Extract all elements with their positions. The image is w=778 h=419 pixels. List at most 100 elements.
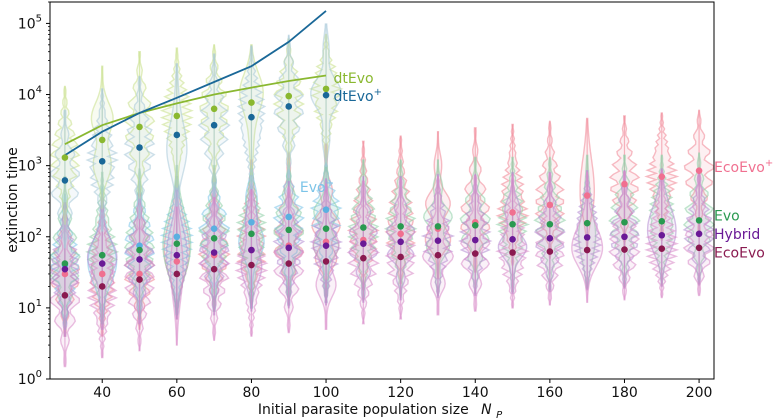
y-tick-exponent: 4 [36,85,42,96]
median-point-hybrid-160 [546,235,554,242]
median-point-hybrid-30 [61,265,69,273]
median-point-dtevo-90 [285,92,293,100]
median-point-dtevo-30 [61,154,69,161]
median-point-evo-30 [61,260,69,267]
x-axis-title-text: Initial parasite population size [258,402,469,418]
y-tick-base: 10 [18,372,36,388]
plot-frame [49,1,715,380]
y-tick-exponent: 2 [36,227,42,238]
median-point-hybrid-120 [397,238,404,246]
median-point-ecoevo-plus-150 [509,209,516,216]
x-tick-label: 40 [93,385,111,401]
median-point-hybrid-200 [695,230,703,238]
median-point-ecoevo-plus-190 [658,173,666,180]
median-point-ecoevo-plus-30 [61,270,69,278]
median-point-ecoevo-plus-120 [397,230,404,238]
median-point-ecoevo-90 [285,260,293,267]
median-point-ecoevo-plus-40 [98,270,106,278]
x-tick-label: 80 [243,385,261,401]
median-point-evo-plus-80 [248,218,255,226]
median-point-dtevo-plus-100 [322,91,330,99]
median-point-ecoevo-150 [509,249,516,256]
median-point-ecoevo-60 [173,270,181,278]
median-point-evo-100 [322,225,330,232]
median-point-dtevo-plus-40 [98,158,106,165]
x-tick-label: 120 [387,385,414,401]
median-point-evo-110 [360,224,367,231]
median-point-dtevo-plus-90 [285,103,293,110]
median-point-ecoevo-130 [434,251,442,259]
series-label-text: Evo [300,180,326,196]
median-point-hybrid-150 [509,236,516,243]
series-label-text: dtEvo [334,89,374,105]
median-point-dtevo-plus-50 [136,144,143,151]
median-point-evo-plus-60 [173,233,181,241]
median-point-hybrid-80 [248,246,255,254]
median-point-hybrid-90 [285,244,293,252]
y-tick-base: 10 [18,159,36,175]
median-point-dtevo-50 [136,123,143,131]
x-tick-label: 160 [536,385,563,401]
series-label-superscript: + [765,158,773,169]
median-point-dtevo-plus-80 [248,113,255,121]
median-point-ecoevo-170 [583,246,591,254]
x-tick-label: 200 [686,385,713,401]
median-point-ecoevo-190 [658,245,666,252]
median-point-ecoevo-70 [210,265,218,273]
median-point-hybrid-110 [360,240,367,247]
series-label-ecoevo: EcoEvo [714,246,765,262]
median-point-evo-plus-90 [285,213,293,221]
y-tick-label: 101 [18,298,42,317]
y-tick-base: 10 [18,88,36,104]
median-point-ecoevo-plus-50 [136,270,143,278]
fit-line-dtevo [64,74,327,146]
median-point-evo-190 [658,217,666,225]
median-point-evo-90 [285,226,293,234]
median-point-ecoevo-plus-180 [621,180,628,188]
median-point-ecoevo-200 [695,244,703,252]
median-point-evo-170 [583,219,591,227]
y-tick-base: 10 [18,230,36,246]
series-label-superscript: + [374,87,382,98]
series-label-ecoevo-plus: EcoEvo+ [714,158,773,176]
median-point-ecoevo-160 [546,248,554,255]
median-point-evo-200 [695,217,703,224]
median-point-evo-80 [248,230,255,238]
y-tick-label: 104 [18,85,42,104]
y-tick-exponent: 1 [36,298,42,309]
series-label-evo-plus: Evo+ [300,178,334,196]
median-point-ecoevo-plus-160 [546,201,554,209]
median-dot-layer [61,85,703,299]
series-label-dtevo-plus: dtEvo+ [334,87,382,105]
median-point-evo-plus-100 [322,206,330,214]
median-point-ecoevo-plus-200 [695,167,703,174]
series-label-text: Evo [714,208,740,224]
median-point-evo-120 [397,223,404,230]
median-point-hybrid-70 [210,249,218,256]
x-tick-label: 60 [168,385,186,401]
x-axis-ticks: 40 60 80 100 120 140 160 180 200 [93,379,712,401]
x-tick-label: 140 [462,385,489,401]
y-tick-exponent: 5 [36,13,42,24]
median-point-ecoevo-110 [360,254,367,262]
median-point-dtevo-40 [98,136,106,144]
median-point-ecoevo-plus-170 [583,192,591,199]
series-label-text: EcoEvo [714,246,765,262]
median-point-dtevo-plus-70 [210,121,218,129]
median-point-evo-130 [434,223,442,230]
median-point-hybrid-180 [621,233,628,241]
median-point-evo-plus-70 [210,225,218,232]
median-point-dtevo-plus-30 [61,177,69,184]
x-axis-title-subscript: P [496,410,503,419]
y-tick-label: 100 [18,369,42,388]
fit-line-dtevo-plus [64,10,327,157]
fit-line-layer [64,10,327,157]
median-point-hybrid-60 [173,251,181,259]
median-point-evo-60 [173,240,181,247]
y-tick-label: 103 [18,156,42,175]
median-point-hybrid-140 [471,236,479,244]
median-point-dtevo-70 [210,105,218,113]
y-tick-base: 10 [18,301,36,317]
